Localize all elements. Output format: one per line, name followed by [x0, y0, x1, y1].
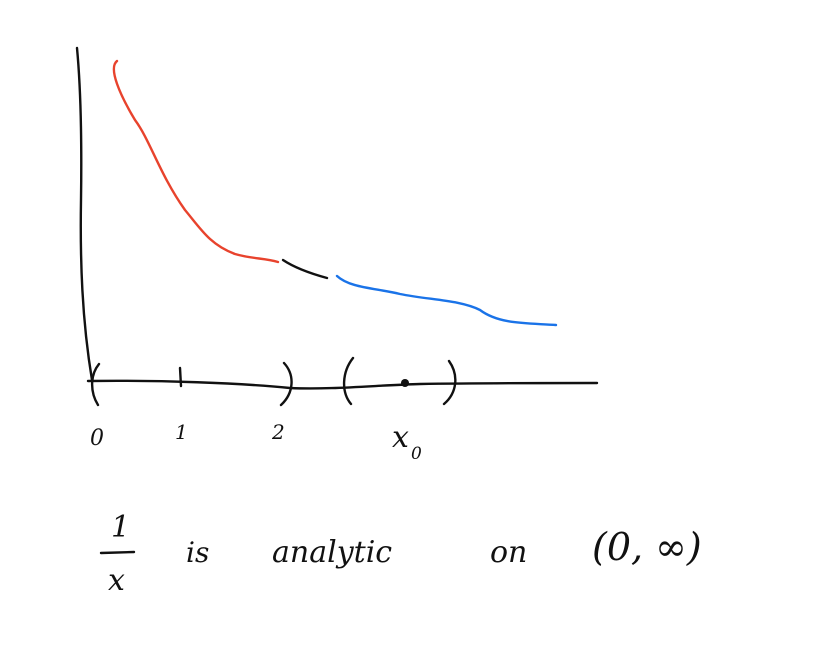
statement-word-analytic: analytic: [272, 535, 392, 570]
fraction-denominator: x: [108, 563, 125, 598]
open-paren-near-x0: [342, 356, 355, 406]
fraction-bar: [99, 550, 136, 555]
statement-word-on: on: [490, 535, 527, 570]
y-axis: [75, 46, 94, 382]
fraction-numerator: 1: [111, 510, 130, 545]
curve-segment-red: [112, 59, 280, 264]
close-paren-at-2: [279, 361, 293, 407]
tick-label-2: 2: [271, 420, 285, 444]
statement-verb: is: [186, 536, 209, 569]
x-axis: [86, 379, 599, 390]
curve-segment-blue: [335, 274, 558, 327]
open-paren-at-0: [90, 362, 101, 407]
tick-1: [178, 366, 183, 388]
tick-label-0: 0: [90, 426, 104, 451]
curve-segment-black: [281, 258, 329, 280]
close-paren-near-x0: [442, 359, 457, 406]
point-x0: [401, 379, 409, 387]
statement-interval: (0, ∞): [592, 525, 702, 569]
point-label-x: x: [392, 420, 409, 455]
point-label-subscript: 0: [411, 444, 422, 464]
tick-label-1: 1: [175, 420, 188, 444]
